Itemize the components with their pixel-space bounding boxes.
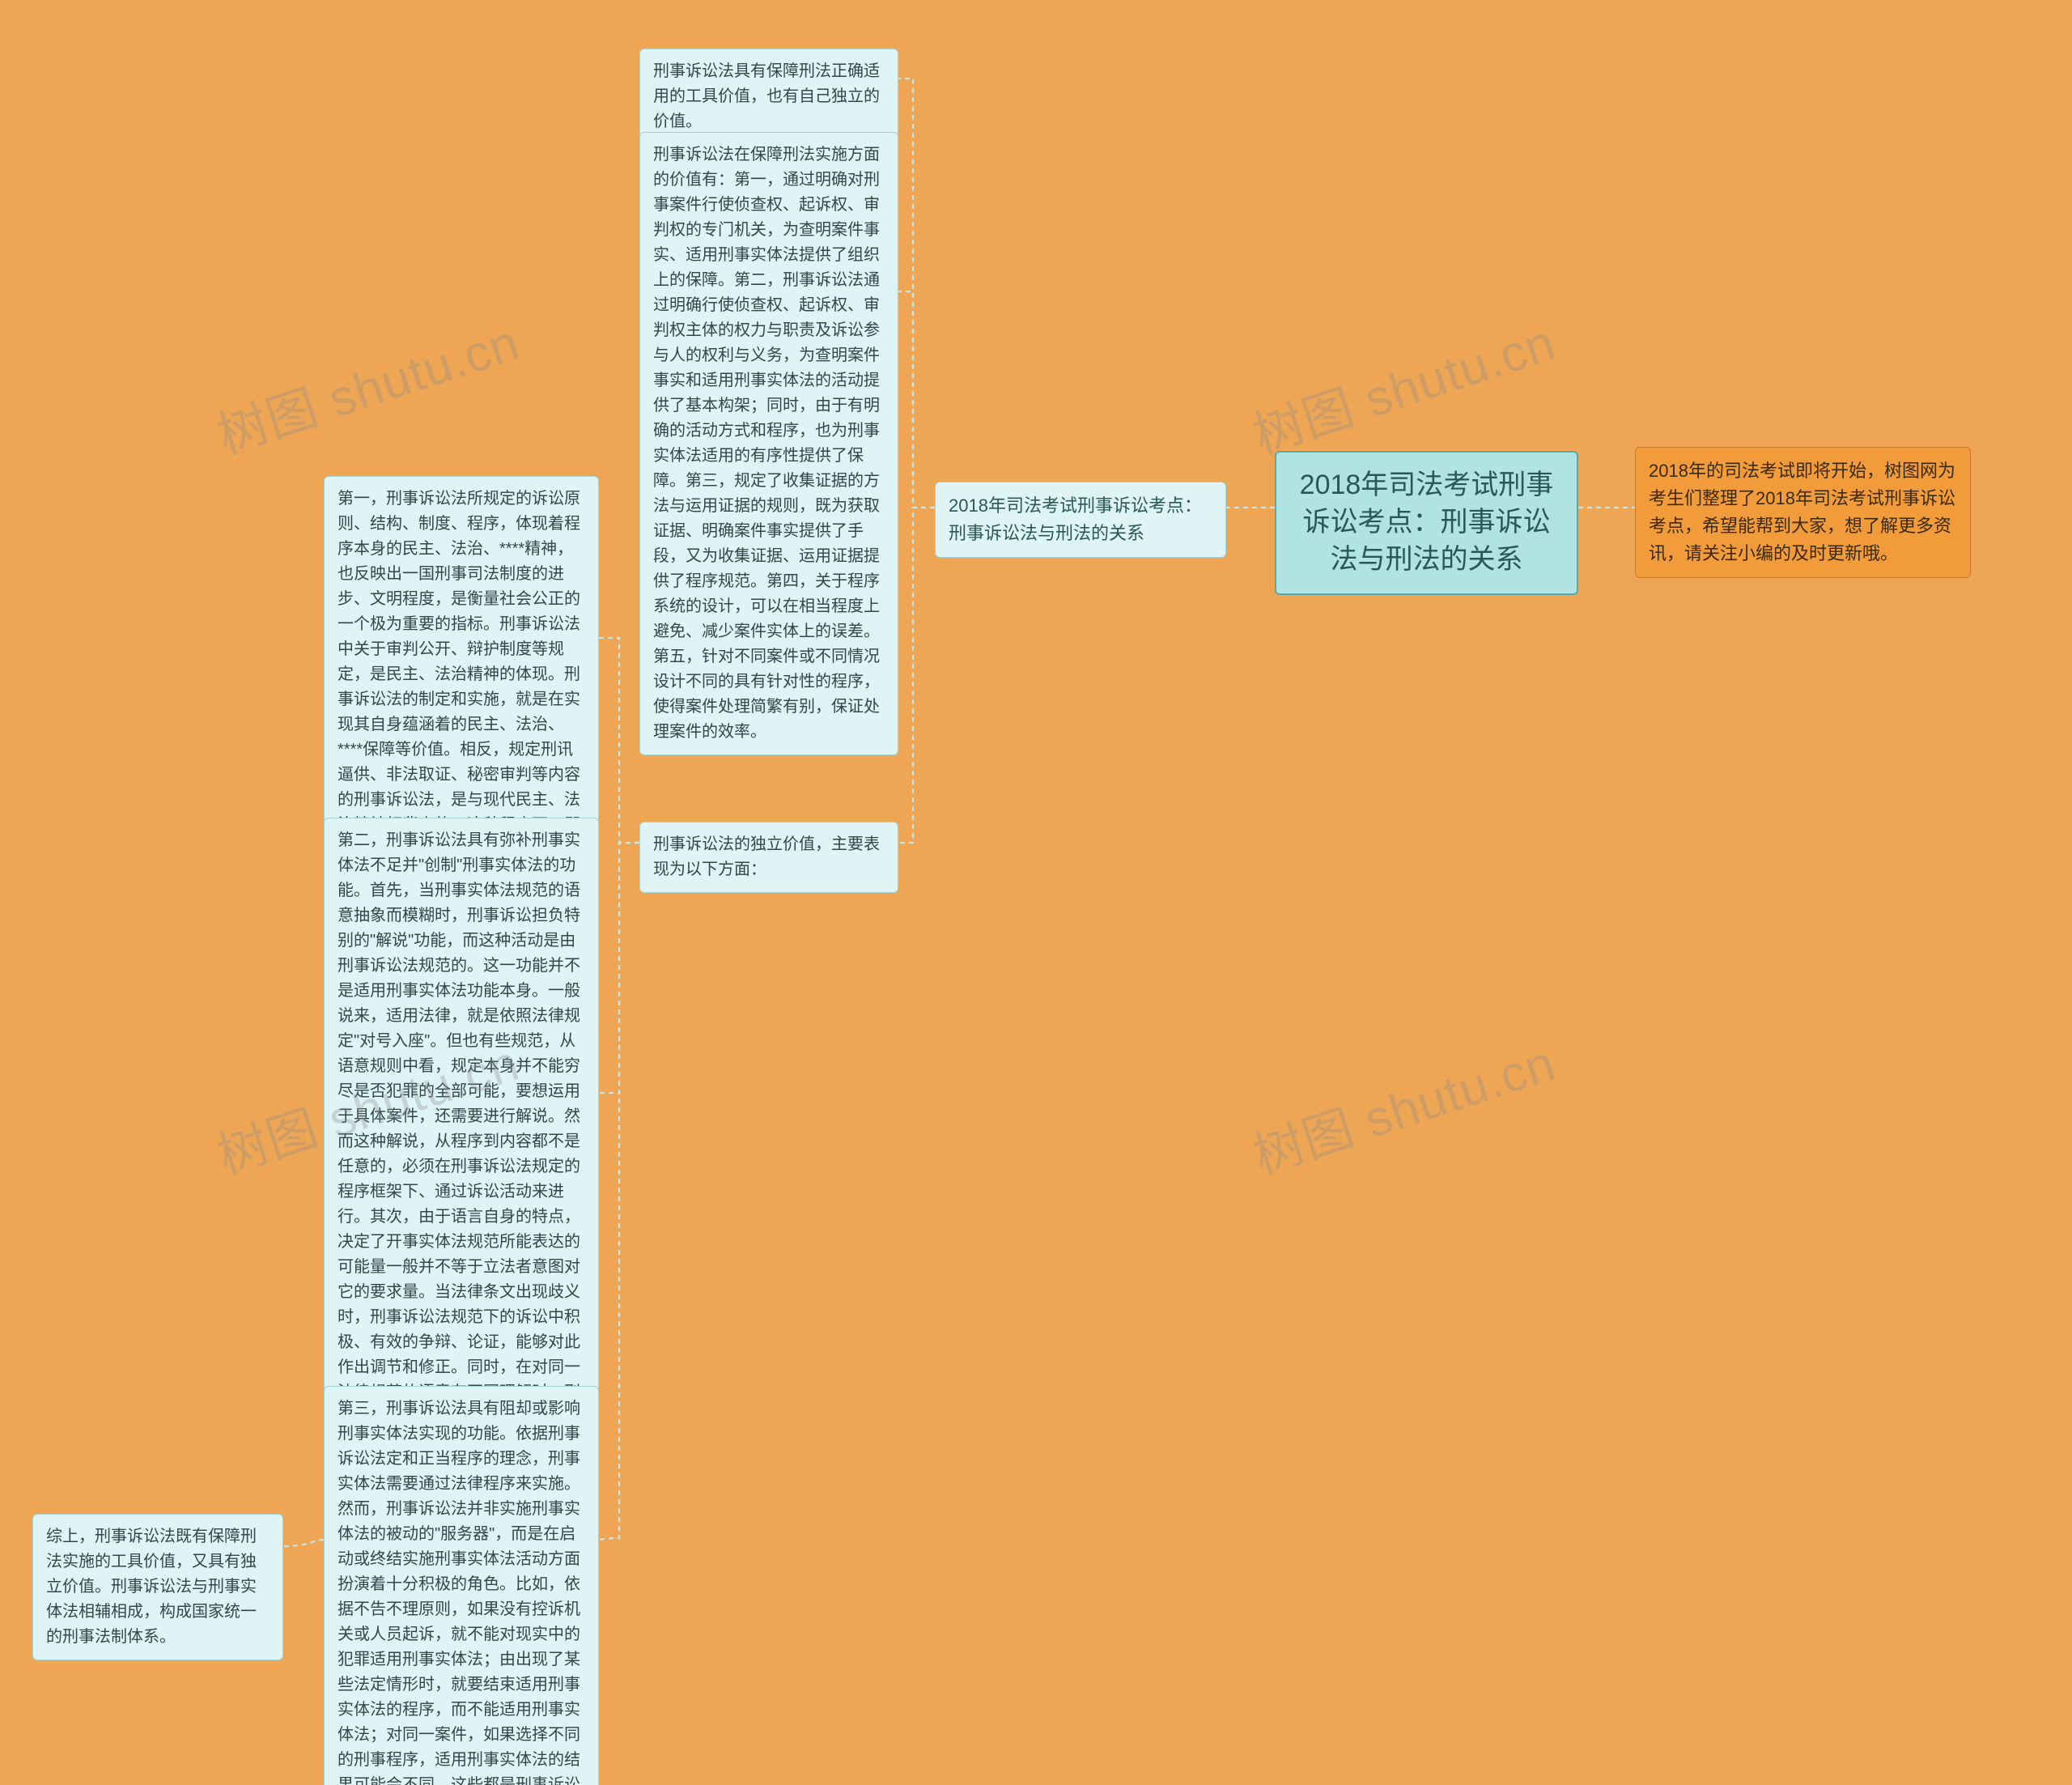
connector-edge [599,638,639,843]
watermark-text: 树图 shutu.cn [1243,1022,1563,1188]
conclusion-node[interactable]: 综上，刑事诉讼法既有保障刑法实施的工具价值，又具有独立价值。刑事诉讼法与刑事实体… [32,1514,283,1660]
connector-layer [0,0,2072,1785]
watermark-text: 树图 shutu.cn [207,301,527,467]
sub-node-tool-value[interactable]: 刑事诉讼法具有保障刑法正确适用的工具价值，也有自己独立的价值。 [639,49,898,145]
connector-edge [599,843,639,1093]
sub-node-independent-value[interactable]: 刑事诉讼法的独立价值，主要表现为以下方面： [639,822,898,893]
sub-node-guarantee-value[interactable]: 刑事诉讼法在保障刑法实施方面的价值有：第一，通过明确对刑事案件行使侦查权、起诉权… [639,132,898,755]
summary-note: 2018年的司法考试即将开始，树图网为考生们整理了2018年司法考试刑事诉讼考点… [1635,447,1971,578]
connector-edge [898,508,935,843]
paragraph-third[interactable]: 第三，刑事诉讼法具有阻却或影响刑事实体法实现的功能。依据刑事诉讼法定和正当程序的… [324,1386,599,1785]
root-node[interactable]: 2018年司法考试刑事诉讼考点：刑事诉讼法与刑法的关系 [1275,451,1578,595]
connector-edge [599,843,639,1540]
level-node[interactable]: 2018年司法考试刑事诉讼考点：刑事诉讼法与刑法的关系 [935,482,1226,558]
watermark-text: 树图 shutu.cn [1243,301,1563,467]
connector-edge [898,291,935,508]
connector-edge [898,79,935,508]
connector-edge [283,1540,324,1546]
